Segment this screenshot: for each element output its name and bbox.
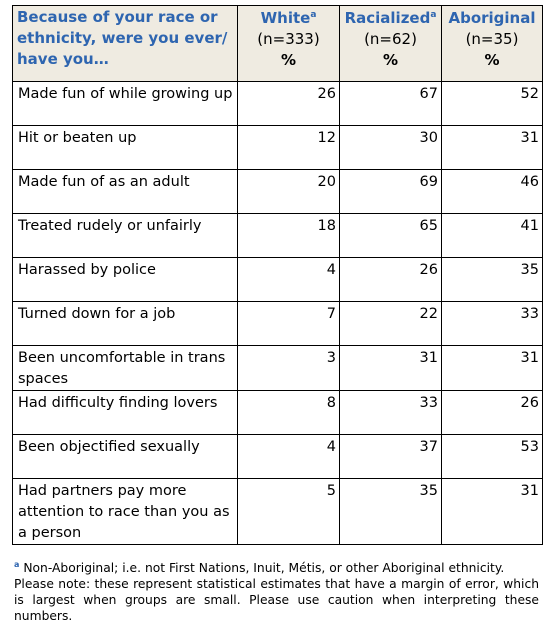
cell-white: 5	[237, 478, 340, 545]
group-unit: %	[484, 51, 500, 69]
cell-aboriginal: 33	[441, 301, 543, 346]
group-sample-size: (n=62)	[364, 30, 417, 48]
cell-aboriginal: 26	[441, 390, 543, 435]
group-name: Racialized	[344, 9, 431, 27]
cell-racialized: 22	[339, 301, 442, 346]
cell-aboriginal: 31	[441, 478, 543, 545]
table-row: Been objectified sexually 4 37 53	[12, 434, 543, 479]
cell-aboriginal: 35	[441, 257, 543, 302]
table-row: Had partners pay more attention to race …	[12, 478, 543, 545]
cell-white: 4	[237, 257, 340, 302]
question-header: Because of your race or ethnicity, were …	[12, 5, 238, 82]
cell-racialized: 35	[339, 478, 442, 545]
row-label: Hit or beaten up	[12, 125, 238, 170]
footnote-definition: a Non-Aboriginal; i.e. not First Nations…	[14, 560, 539, 576]
table-row: Turned down for a job 7 22 33	[12, 301, 543, 346]
cell-white: 4	[237, 434, 340, 479]
row-label: Had partners pay more attention to race …	[12, 478, 238, 545]
row-label: Had difficulty finding lovers	[12, 390, 238, 435]
group-unit: %	[280, 51, 297, 69]
cell-aboriginal: 31	[441, 345, 543, 391]
cell-racialized: 37	[339, 434, 442, 479]
row-label: Made fun of as an adult	[12, 169, 238, 214]
group-unit: %	[382, 51, 399, 69]
data-table-container: Because of your race or ethnicity, were …	[12, 5, 543, 545]
cell-racialized: 33	[339, 390, 442, 435]
cell-aboriginal: 46	[441, 169, 543, 214]
cell-aboriginal: 41	[441, 213, 543, 258]
cell-racialized: 30	[339, 125, 442, 170]
footnote-marker: a	[310, 10, 317, 20]
table-row: Harassed by police 4 26 35	[12, 257, 543, 302]
footnote-marker: a	[14, 559, 20, 569]
row-label: Been uncomfortable in trans spaces	[12, 345, 238, 391]
table-row: Hit or beaten up 12 30 31	[12, 125, 543, 170]
group-name: White	[260, 9, 311, 27]
group-sample-size: (n=333)	[257, 30, 320, 48]
table-row: Made fun of as an adult 20 69 46	[12, 169, 543, 214]
row-label: Treated rudely or unfairly	[12, 213, 238, 258]
table-footnote: a Non-Aboriginal; i.e. not First Nations…	[14, 560, 539, 624]
cell-white: 18	[237, 213, 340, 258]
cell-white: 12	[237, 125, 340, 170]
group-header-aboriginal: Aboriginal (n=35) %	[441, 5, 543, 82]
cell-racialized: 31	[339, 345, 442, 391]
cell-racialized: 65	[339, 213, 442, 258]
row-label: Made fun of while growing up	[12, 81, 238, 126]
row-label: Harassed by police	[12, 257, 238, 302]
table-row: Been uncomfortable in trans spaces 3 31 …	[12, 345, 543, 391]
group-header-racialized: Racializeda (n=62) %	[339, 5, 442, 82]
table-header-row: Because of your race or ethnicity, were …	[12, 5, 543, 82]
table-row: Treated rudely or unfairly 18 65 41	[12, 213, 543, 258]
table-row: Made fun of while growing up 26 67 52	[12, 81, 543, 126]
discrimination-table: Because of your race or ethnicity, were …	[12, 5, 543, 545]
cell-white: 8	[237, 390, 340, 435]
cell-aboriginal: 31	[441, 125, 543, 170]
cell-white: 7	[237, 301, 340, 346]
cell-racialized: 26	[339, 257, 442, 302]
cell-racialized: 69	[339, 169, 442, 214]
cell-white: 3	[237, 345, 340, 391]
footnote-marker: a	[430, 10, 437, 20]
table-row: Had difficulty finding lovers 8 33 26	[12, 390, 543, 435]
cell-white: 20	[237, 169, 340, 214]
cell-aboriginal: 53	[441, 434, 543, 479]
row-label: Been objectified sexually	[12, 434, 238, 479]
footnote-definition-text: Non-Aboriginal; i.e. not First Nations, …	[19, 561, 505, 575]
footnote-caution: Please note: these represent statistical…	[14, 577, 539, 623]
row-label: Turned down for a job	[12, 301, 238, 346]
group-header-white: Whitea (n=333) %	[237, 5, 340, 82]
group-name: Aboriginal	[448, 9, 536, 27]
cell-white: 26	[237, 81, 340, 126]
cell-aboriginal: 52	[441, 81, 543, 126]
cell-racialized: 67	[339, 81, 442, 126]
group-sample-size: (n=35)	[465, 30, 519, 48]
